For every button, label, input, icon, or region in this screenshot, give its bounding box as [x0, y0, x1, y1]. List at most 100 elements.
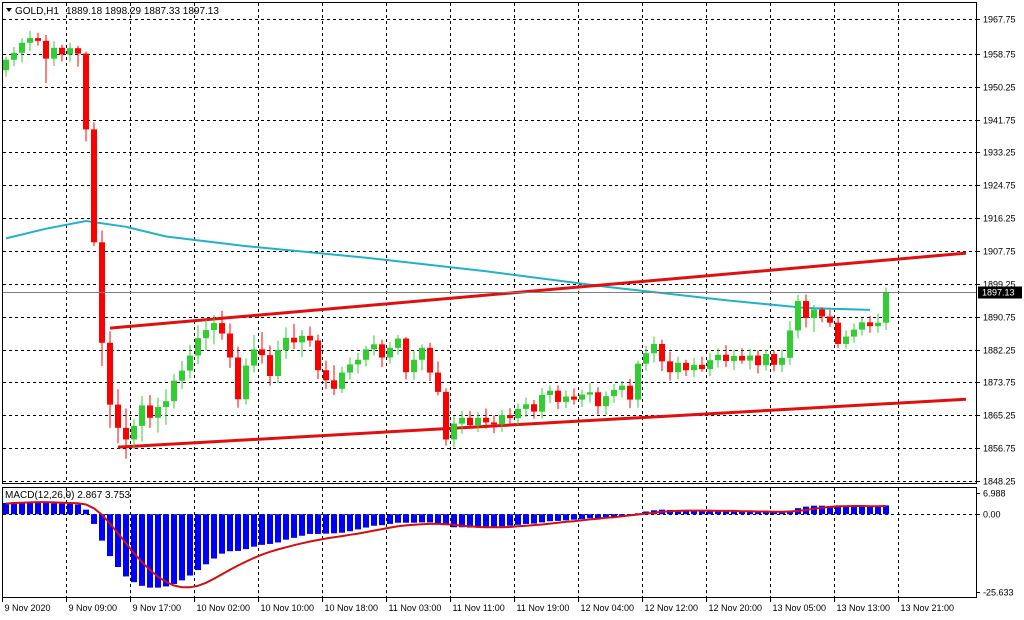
candlestick-layer	[3, 30, 889, 459]
candle-body	[459, 417, 465, 424]
candle-body	[875, 322, 881, 327]
macd-histogram-bar	[819, 505, 825, 515]
candle-body	[867, 322, 873, 327]
candlestick	[731, 349, 737, 371]
candle-body	[779, 357, 785, 365]
candlestick	[483, 408, 489, 429]
macd-histogram-bar	[307, 514, 313, 534]
candle-body	[411, 359, 417, 373]
macd-histogram-bar	[83, 509, 89, 515]
candle-body	[555, 390, 561, 402]
time-axis[interactable]: 9 Nov 2020 9 Nov 09:00 9 Nov 17:00 10 Nov 0…	[2, 598, 955, 613]
candle-body	[91, 129, 97, 243]
macd-histogram-bar	[235, 514, 241, 551]
candlestick	[403, 336, 409, 380]
candlestick	[819, 307, 825, 323]
candlestick	[699, 356, 705, 372]
candle-body	[547, 390, 553, 395]
candlestick	[123, 408, 129, 459]
macd-histogram-bar	[443, 514, 449, 526]
candlestick	[451, 416, 457, 448]
symbol-label: GOLD,H1	[15, 6, 59, 17]
candlestick	[107, 331, 113, 428]
candle-body	[675, 362, 681, 373]
macd-histogram-bar	[179, 514, 185, 581]
macd-histogram-bar	[243, 514, 249, 550]
candlestick	[707, 353, 713, 377]
candlestick	[579, 389, 585, 407]
time-axis-label: 13 Nov 21:00	[901, 603, 955, 613]
price-axis[interactable]: 1967.75 1958.75 1950.25 1941.75 1933.25 1924.…	[976, 15, 1016, 487]
lower-trendline[interactable]	[117, 397, 967, 449]
price-axis-label: 1882.25	[983, 346, 1016, 356]
candle-body	[83, 53, 89, 130]
macd-histogram-bar	[467, 514, 473, 528]
macd-signal-line	[5, 501, 887, 589]
candle-body	[859, 322, 865, 330]
time-axis-label: 13 Nov 05:00	[773, 603, 827, 613]
macd-histogram-bar	[187, 514, 193, 576]
candle-body	[635, 363, 641, 400]
upper-trendline[interactable]	[109, 251, 967, 330]
macd-histogram-bar	[131, 514, 137, 583]
macd-histogram-bar	[843, 506, 849, 515]
macd-histogram-bar	[211, 514, 217, 559]
trendline-layer[interactable]	[109, 251, 967, 449]
chevron-down-icon[interactable]	[6, 8, 12, 12]
candlestick	[91, 122, 97, 247]
macd-histogram-bar	[835, 506, 841, 515]
candle-body	[811, 309, 817, 319]
price-axis-label: 1941.75	[983, 116, 1016, 126]
candlestick	[379, 339, 385, 368]
macd-histogram-bar	[291, 514, 297, 538]
candlestick	[875, 313, 881, 333]
candlestick	[251, 335, 257, 373]
macd-histogram-bar	[611, 514, 617, 517]
candlestick	[531, 400, 537, 419]
candle-body	[51, 47, 57, 59]
price-axis-label: 1907.75	[983, 247, 1016, 257]
candlestick	[611, 384, 617, 403]
macd-histogram-bar	[739, 511, 745, 515]
candle-body	[363, 349, 369, 360]
macd-histogram-bar	[155, 514, 161, 588]
candle-body	[715, 354, 721, 361]
candlestick	[467, 410, 473, 429]
macd-histogram-bar	[315, 514, 321, 534]
candlestick	[67, 42, 73, 62]
candlestick	[571, 388, 577, 405]
candle-body	[123, 427, 129, 440]
candlestick	[155, 397, 161, 433]
candle-body	[531, 404, 537, 412]
indicator-axis[interactable]: 6.988 0.00 -25.633	[976, 489, 1014, 598]
price-axis-label: 1865.25	[983, 411, 1016, 421]
candle-body	[67, 48, 73, 55]
candlestick	[283, 327, 289, 360]
macd-histogram-bar	[147, 514, 153, 588]
candle-body	[427, 347, 433, 373]
candlestick	[827, 309, 833, 327]
candle-body	[267, 355, 273, 377]
macd-histogram-bar	[379, 514, 385, 526]
macd-histogram-bar	[275, 514, 281, 543]
macd-histogram-bar	[123, 514, 129, 577]
macd-histogram-bar	[387, 514, 393, 524]
candle-body	[691, 364, 697, 371]
macd-histogram-bar	[683, 510, 689, 515]
macd-histogram-bar	[3, 502, 9, 515]
time-axis-label: 10 Nov 18:00	[325, 603, 379, 613]
moving-average-layer	[5, 219, 871, 311]
macd-histogram-bar	[163, 514, 169, 587]
price-axis-label: 1873.75	[983, 378, 1016, 388]
macd-histogram-bar	[507, 514, 513, 526]
candle-body	[659, 343, 665, 362]
time-axis-label: 10 Nov 02:00	[197, 603, 251, 613]
macd-histogram-bar	[363, 514, 369, 528]
macd-histogram-bar	[859, 506, 865, 515]
macd-histogram-bar	[227, 514, 233, 552]
candlestick	[203, 319, 209, 351]
candle-body	[131, 425, 137, 440]
candle-body	[19, 42, 25, 53]
candlestick	[43, 35, 49, 83]
